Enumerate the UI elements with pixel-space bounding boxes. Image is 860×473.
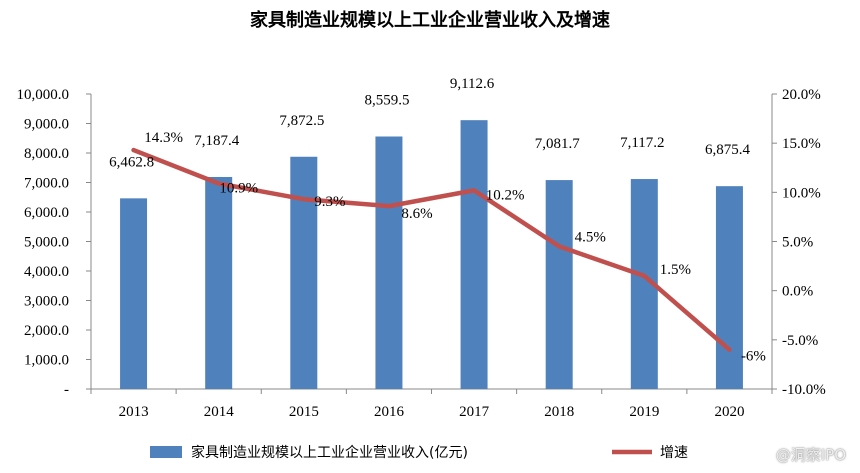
y-left-tick-label: 2,000.0: [24, 323, 69, 339]
y-left-tick-label: 8,000.0: [24, 146, 69, 162]
bar-data-label: 7,187.4: [194, 133, 240, 149]
x-tick-label: 2017: [459, 404, 490, 420]
bar-series: [120, 120, 743, 390]
bar-data-label: 6,462.8: [109, 154, 154, 170]
line-data-label: 1.5%: [660, 262, 691, 278]
y-left-tick-label: 6,000.0: [24, 205, 69, 221]
bar-data-label: 7,117.2: [620, 135, 664, 151]
legend-label-line: 增速: [660, 445, 688, 461]
bar-data-label: 7,872.5: [279, 113, 324, 129]
line-data-label: -6%: [741, 349, 766, 365]
bar: [205, 176, 233, 389]
growth-line: [131, 147, 732, 352]
x-tick-label: 2014: [204, 404, 235, 420]
x-tick-label: 2018: [544, 404, 574, 420]
y-left-tick-label: 1,000.0: [24, 353, 69, 369]
y-right-tick-label: 5.0%: [782, 235, 813, 251]
y-left-tick-label: 5,000.0: [24, 235, 69, 251]
line-series: [131, 147, 732, 352]
y-left-tick-label: 4,000.0: [24, 264, 69, 280]
bar-data-label: 8,559.5: [364, 92, 409, 108]
line-data-label: 4.5%: [575, 229, 606, 245]
y-right-tick-label: -5.0%: [782, 333, 818, 349]
x-tick-label: 2020: [714, 404, 744, 420]
y-right-tick-label: -10.0%: [782, 382, 826, 398]
bar-data-label: 6,875.4: [705, 142, 751, 158]
watermark: @洞察IPO: [775, 446, 846, 464]
x-tick-label: 2013: [119, 404, 149, 420]
legend-swatch-bar: [150, 446, 182, 458]
line-data-label: 8.6%: [401, 206, 432, 222]
y-right-tick-label: 15.0%: [782, 136, 821, 152]
bar-data-label: 7,081.7: [535, 136, 581, 152]
line-data-label: 9.3%: [314, 194, 345, 210]
bar: [715, 186, 743, 389]
line-data-label: 10.2%: [486, 187, 525, 203]
x-tick-label: 2019: [629, 404, 659, 420]
y-left-tick-label: 3,000.0: [24, 294, 69, 310]
y-right-tick-label: 0.0%: [782, 284, 813, 300]
bar-data-label: 9,112.6: [450, 76, 495, 92]
line-data-label: 10.9%: [219, 180, 258, 196]
legend-label-bar: 家具制造业规模以上工业企业营业收入(亿元): [191, 444, 468, 461]
bar: [545, 180, 573, 389]
y-left-tick-label: 7,000.0: [24, 176, 69, 192]
legend: 家具制造业规模以上工业企业营业收入(亿元) 增速: [150, 444, 688, 461]
bar: [460, 120, 488, 390]
y-left-tick-label: -: [64, 382, 69, 398]
y-left-tick-label: 9,000.0: [24, 117, 69, 133]
x-tick-label: 2016: [374, 404, 405, 420]
y-left-tick-label: 10,000.0: [17, 87, 70, 103]
bar: [290, 156, 318, 389]
y-right-tick-label: 10.0%: [782, 185, 821, 201]
data-labels: 6,462.8 7,187.4 7,872.5 8,559.5 9,112.6 7,081…: [109, 76, 766, 364]
x-tick-label: 2015: [289, 404, 319, 420]
chart-title: 家具制造业规模以上工业企业营业收入及增速: [250, 10, 610, 31]
bar: [375, 136, 403, 389]
axes: - 1,000.0 2,000.0 3,000.0 4,000.0 5,000.0 6,00…: [17, 87, 826, 420]
bar: [120, 198, 148, 389]
line-data-label: 14.3%: [144, 130, 183, 146]
y-right-tick-label: 20.0%: [782, 87, 821, 103]
